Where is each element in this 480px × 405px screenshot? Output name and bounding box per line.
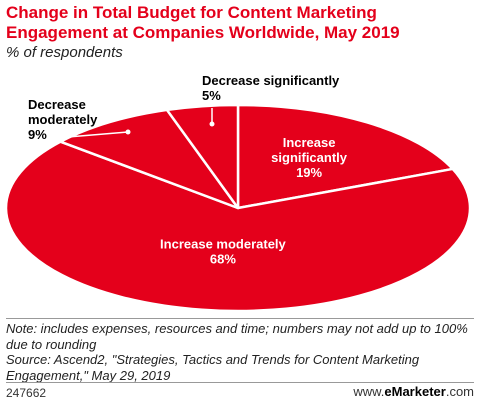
pointer-line-decrease-moderately bbox=[67, 131, 129, 138]
chart-subtitle: % of respondents bbox=[6, 44, 123, 61]
source-text: Source: Ascend2, "Strategies, Tactics an… bbox=[6, 352, 420, 383]
pie-slice-decrease-significantly bbox=[165, 103, 240, 210]
slice-label-increase-significantly: Increase significantly 19% bbox=[271, 135, 348, 180]
brand-link[interactable]: www.eMarketer.com bbox=[353, 384, 474, 399]
slice-label-decrease-moderately: Decrease moderately 9% bbox=[28, 97, 98, 142]
brand-name: eMarketer bbox=[384, 384, 446, 399]
brand-prefix: www. bbox=[353, 384, 385, 399]
chart-id: 247662 bbox=[6, 386, 47, 400]
notes-block: Note: includes expenses, resources and t… bbox=[6, 321, 476, 383]
notes-divider bbox=[6, 318, 474, 319]
footer-divider bbox=[6, 382, 474, 383]
note-text: Note: includes expenses, resources and t… bbox=[6, 321, 468, 352]
chart-title: Change in Total Budget for Content Marke… bbox=[6, 3, 400, 42]
slice-label-decrease-significantly: Decrease significantly 5% bbox=[202, 73, 340, 103]
slice-label-increase-moderately: Increase moderately 68% bbox=[160, 237, 287, 267]
pointer-dot-decrease-moderately bbox=[125, 129, 131, 135]
pointer-dot-decrease-significantly bbox=[209, 121, 215, 127]
pie-slice-increase-significantly bbox=[236, 103, 454, 210]
brand-suffix: .com bbox=[445, 384, 474, 399]
pie-slice-increase-moderately bbox=[4, 140, 472, 313]
